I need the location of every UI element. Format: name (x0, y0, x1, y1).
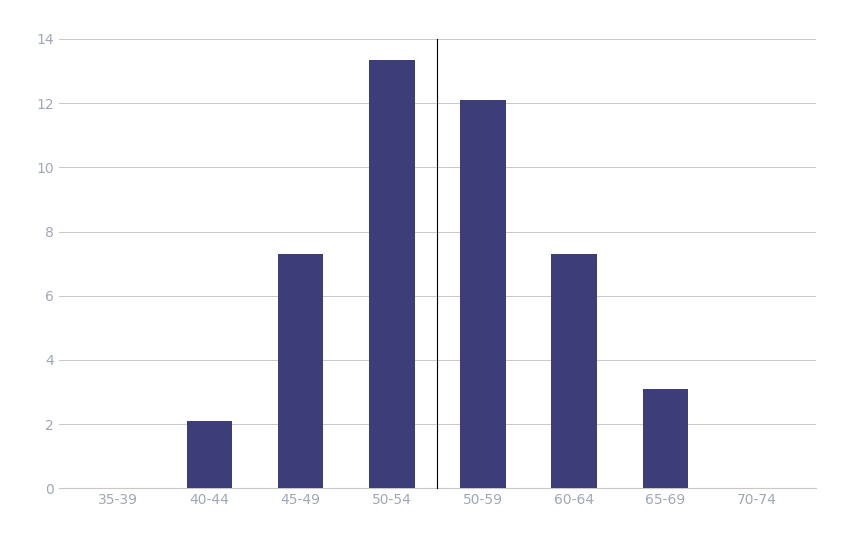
Bar (460, 100, 505, 488)
Bar (552, 254, 597, 488)
Bar (278, 254, 323, 488)
Bar (643, 389, 688, 488)
Bar (187, 421, 232, 488)
Bar (369, 60, 415, 488)
